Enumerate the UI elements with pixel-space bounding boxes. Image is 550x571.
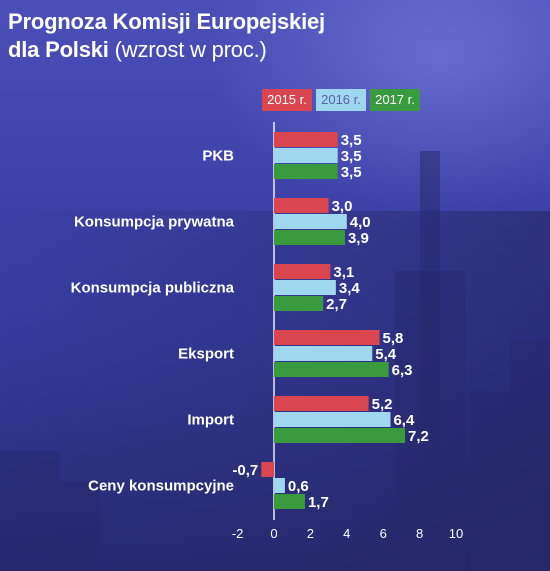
value-label: -0,7 [232, 462, 258, 479]
bar-1-2 [274, 280, 336, 295]
value-label: 6,3 [392, 362, 413, 379]
value-label: 3,5 [341, 148, 362, 165]
category-label: Import [187, 412, 234, 429]
title-line-2-light: (wzrost w proc.) [114, 37, 267, 62]
value-label: 5,8 [383, 330, 404, 347]
title-line-1: Prognoza Komisji Europejskiej [8, 9, 325, 34]
bar-0-3 [274, 330, 380, 345]
bar-2-4 [274, 428, 406, 443]
x-tick-label: 6 [380, 526, 387, 541]
legend: 2015 r. 2016 r. 2017 r. [0, 89, 550, 111]
bar-1-5 [274, 478, 285, 493]
legend-item-2017: 2017 r. [370, 89, 420, 111]
bar-2-3 [274, 362, 389, 377]
bar-0-2 [274, 264, 331, 279]
x-tick-label: 2 [307, 526, 314, 541]
value-label: 3,5 [341, 132, 362, 149]
bar-0-5 [261, 462, 274, 477]
bar-2-5 [274, 494, 305, 509]
bar-1-4 [274, 412, 391, 427]
value-label: 5,2 [372, 396, 393, 413]
value-label: 3,5 [341, 164, 362, 181]
value-label: 3,9 [348, 230, 369, 247]
category-label: PKB [202, 148, 234, 165]
bar-2-0 [274, 164, 338, 179]
value-label: 6,4 [393, 412, 415, 429]
category-label: Konsumpcja publiczna [71, 280, 235, 297]
bar-2-2 [274, 296, 324, 311]
title-line-2: dla Polski (wzrost w proc.) [8, 36, 548, 64]
category-label: Konsumpcja prywatna [74, 214, 235, 231]
value-label: 3,0 [332, 198, 353, 215]
value-label: 7,2 [408, 428, 429, 445]
x-tick-label: 8 [416, 526, 423, 541]
value-label: 3,1 [333, 264, 354, 281]
value-label: 2,7 [326, 296, 347, 313]
x-tick-label: -2 [232, 526, 244, 541]
legend-item-2015: 2015 r. [262, 89, 312, 111]
category-label: Ceny konsumpcyjne [88, 478, 234, 495]
bar-1-0 [274, 148, 338, 163]
x-tick-label: 4 [343, 526, 350, 541]
category-label: Eksport [178, 346, 234, 363]
bar-0-1 [274, 198, 329, 213]
x-tick-label: 10 [449, 526, 463, 541]
x-tick-label: 0 [270, 526, 277, 541]
chart-title: Prognoza Komisji Europejskiej dla Polski… [8, 8, 548, 64]
bar-1-3 [274, 346, 373, 361]
legend-item-2016: 2016 r. [316, 89, 366, 111]
bar-0-4 [274, 396, 369, 411]
value-label: 3,4 [339, 280, 361, 297]
value-label: 0,6 [288, 478, 309, 495]
bar-0-0 [274, 132, 338, 147]
bar-1-1 [274, 214, 347, 229]
title-line-2-bold: dla Polski [8, 37, 109, 62]
bar-2-1 [274, 230, 345, 245]
value-label: 4,0 [350, 214, 371, 231]
value-label: 1,7 [308, 494, 329, 511]
value-label: 5,4 [375, 346, 397, 363]
